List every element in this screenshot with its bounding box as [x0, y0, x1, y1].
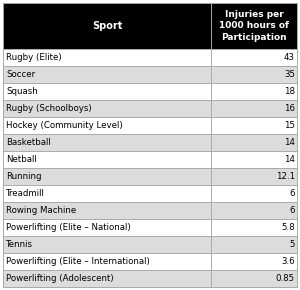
Bar: [3, 117, 297, 134]
Text: Squash: Squash: [6, 87, 38, 96]
Text: Treadmill: Treadmill: [6, 189, 45, 198]
Text: Sport: Sport: [92, 21, 122, 31]
Bar: [3, 253, 297, 270]
Text: 5: 5: [290, 240, 295, 249]
Bar: [3, 236, 297, 253]
Text: Tennis: Tennis: [6, 240, 33, 249]
Text: Rugby (Elite): Rugby (Elite): [6, 53, 62, 62]
Text: Soccer: Soccer: [6, 70, 35, 79]
Text: Injuries per
1000 hours of
Participation: Injuries per 1000 hours of Participation: [219, 10, 289, 42]
Text: Powerlifting (Elite – National): Powerlifting (Elite – National): [6, 223, 130, 232]
Bar: [3, 219, 297, 236]
Text: 15: 15: [284, 121, 295, 130]
Bar: [3, 100, 297, 117]
Text: Rugby (Schoolboys): Rugby (Schoolboys): [6, 104, 91, 113]
Text: Powerlifting (Elite – International): Powerlifting (Elite – International): [6, 257, 150, 266]
Text: 14: 14: [284, 138, 295, 147]
Text: 35: 35: [284, 70, 295, 79]
Text: 14: 14: [284, 155, 295, 164]
Text: 18: 18: [284, 87, 295, 96]
Text: 12.1: 12.1: [276, 172, 295, 181]
Text: Powerlifting (Adolescent): Powerlifting (Adolescent): [6, 274, 114, 283]
Text: Basketball: Basketball: [6, 138, 51, 147]
Bar: [3, 66, 297, 83]
Bar: [3, 83, 297, 100]
Bar: [3, 3, 297, 49]
Bar: [3, 49, 297, 66]
Text: 3.6: 3.6: [281, 257, 295, 266]
Text: 6: 6: [290, 189, 295, 198]
Bar: [3, 168, 297, 185]
Bar: [3, 185, 297, 202]
Text: 16: 16: [284, 104, 295, 113]
Bar: [3, 270, 297, 287]
Text: 43: 43: [284, 53, 295, 62]
Text: Netball: Netball: [6, 155, 37, 164]
Text: Rowing Machine: Rowing Machine: [6, 206, 76, 215]
Text: Running: Running: [6, 172, 41, 181]
Bar: [3, 134, 297, 151]
Text: Hockey (Community Level): Hockey (Community Level): [6, 121, 123, 130]
Bar: [3, 151, 297, 168]
Bar: [3, 202, 297, 219]
Text: 5.8: 5.8: [281, 223, 295, 232]
Text: 6: 6: [290, 206, 295, 215]
Text: 0.85: 0.85: [276, 274, 295, 283]
